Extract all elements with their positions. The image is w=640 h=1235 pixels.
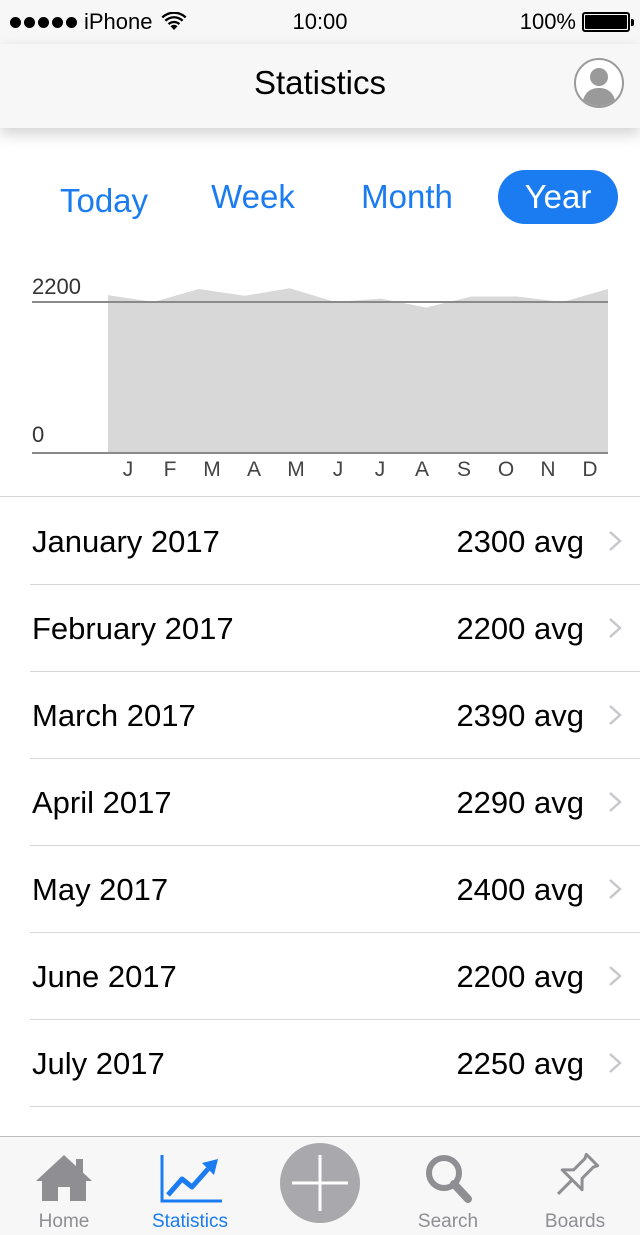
- chart-trend-icon: [160, 1155, 222, 1203]
- row-month: February 2017: [32, 611, 234, 646]
- profile-avatar-button[interactable]: [574, 58, 624, 108]
- monthly-list: January 2017 2300 avg February 2017 2200…: [0, 498, 640, 1107]
- battery-icon: [582, 12, 634, 32]
- row-month: January 2017: [32, 524, 220, 559]
- row-average: 2250 avg: [456, 1046, 584, 1081]
- x-tick-label: S: [456, 458, 472, 481]
- list-item[interactable]: January 2017 2300 avg: [30, 498, 640, 585]
- x-tick-label: J: [122, 458, 134, 481]
- list-item[interactable]: July 2017 2250 avg: [30, 1020, 640, 1107]
- row-average: 2390 avg: [456, 698, 584, 733]
- row-month: May 2017: [32, 872, 169, 907]
- row-month: March 2017: [32, 698, 196, 733]
- list-item[interactable]: June 2017 2200 avg: [30, 933, 640, 1020]
- area-chart: [32, 288, 608, 454]
- chevron-right-icon: [609, 879, 622, 899]
- chevron-right-icon: [609, 531, 622, 551]
- person-icon: [582, 68, 616, 106]
- x-tick-label: O: [497, 458, 515, 481]
- battery-percentage: 100%: [519, 9, 576, 34]
- tab-home-label: Home: [38, 1211, 90, 1232]
- x-tick-label: M: [287, 458, 305, 481]
- signal-strength-icon: [10, 16, 77, 28]
- navigation-bar: Statistics: [0, 44, 640, 128]
- chevron-right-icon: [609, 792, 622, 812]
- y-tick-label-zero: 0: [32, 422, 45, 447]
- chevron-right-icon: [609, 618, 622, 638]
- row-average: 2400 avg: [456, 872, 584, 907]
- x-tick-label: F: [163, 458, 177, 481]
- status-left: iPhone: [10, 9, 187, 35]
- status-right: 100%: [519, 9, 634, 35]
- chevron-right-icon: [609, 705, 622, 725]
- tab-search-label: Search: [417, 1211, 479, 1232]
- segment-year[interactable]: Year: [498, 170, 618, 224]
- chart-area-series: [108, 288, 608, 453]
- segment-today[interactable]: Today: [59, 182, 149, 219]
- x-tick-label: D: [582, 458, 598, 481]
- plus-icon: [292, 1155, 348, 1211]
- y-tick-label-top: 2200: [32, 274, 81, 299]
- x-tick-label: A: [246, 458, 262, 481]
- row-average: 2200 avg: [456, 959, 584, 994]
- add-button[interactable]: [280, 1143, 360, 1223]
- search-icon: [426, 1155, 472, 1203]
- tab-statistics[interactable]: Statistics: [130, 1137, 250, 1235]
- wifi-icon: [161, 12, 187, 30]
- status-time: 10:00: [292, 9, 348, 34]
- tab-bar: Home Statistics Search Boards: [0, 1136, 640, 1235]
- x-tick-label: N: [540, 458, 556, 481]
- status-bar: iPhone 10:00 100%: [0, 0, 640, 44]
- list-item[interactable]: March 2017 2390 avg: [30, 672, 640, 759]
- row-average: 2200 avg: [456, 611, 584, 646]
- row-month: April 2017: [32, 785, 172, 820]
- segment-week[interactable]: Week: [211, 178, 295, 215]
- x-tick-label: A: [414, 458, 430, 481]
- list-item[interactable]: February 2017 2200 avg: [30, 585, 640, 672]
- row-average: 2290 avg: [456, 785, 584, 820]
- statistics-chart: 2200 0 J F M A M J J A S O N D: [0, 262, 640, 497]
- x-tick-label: M: [203, 458, 221, 481]
- tab-home[interactable]: Home: [4, 1137, 124, 1235]
- x-tick-label: J: [374, 458, 386, 481]
- x-tick-label: J: [332, 458, 344, 481]
- tab-search[interactable]: Search: [388, 1137, 508, 1235]
- tab-boards[interactable]: Boards: [515, 1137, 635, 1235]
- chevron-right-icon: [609, 966, 622, 986]
- chart-divider: [0, 496, 640, 497]
- carrier-name: iPhone: [84, 9, 153, 34]
- pin-icon: [556, 1152, 600, 1196]
- row-average: 2300 avg: [456, 524, 584, 559]
- tab-statistics-label: Statistics: [151, 1211, 229, 1232]
- row-month: June 2017: [32, 959, 177, 994]
- list-item[interactable]: April 2017 2290 avg: [30, 759, 640, 846]
- row-month: July 2017: [32, 1046, 165, 1081]
- list-item[interactable]: May 2017 2400 avg: [30, 846, 640, 933]
- segment-month[interactable]: Month: [361, 178, 453, 215]
- chevron-right-icon: [609, 1053, 622, 1073]
- period-selector: Today Week Month Year: [0, 170, 640, 226]
- page-title: Statistics: [253, 64, 387, 101]
- home-icon: [36, 1155, 92, 1201]
- tab-boards-label: Boards: [544, 1211, 606, 1232]
